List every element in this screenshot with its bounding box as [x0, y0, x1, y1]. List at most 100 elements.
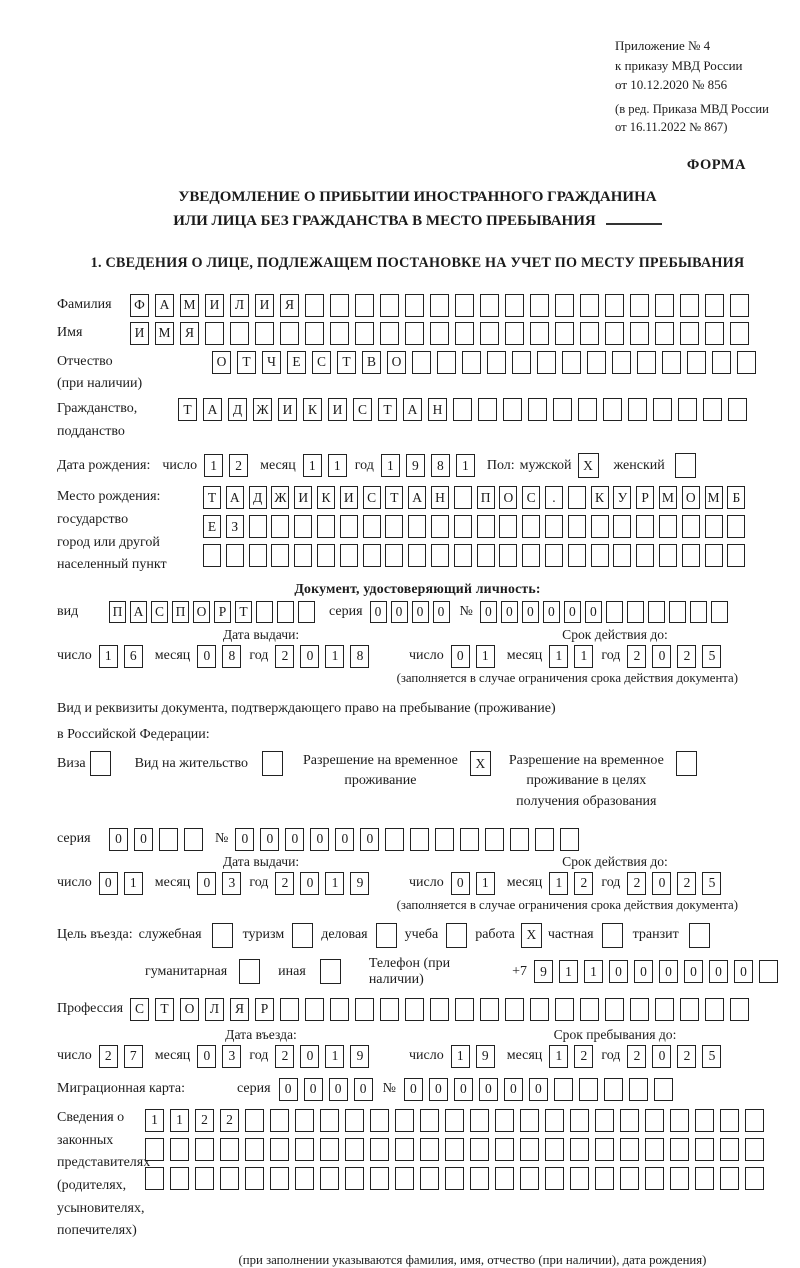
char-box[interactable] [170, 1137, 189, 1161]
char-box[interactable]: И [205, 293, 224, 317]
char-box[interactable] [613, 544, 632, 568]
char-box[interactable] [495, 1108, 514, 1132]
char-box[interactable]: Р [255, 997, 274, 1021]
char-box[interactable] [446, 922, 468, 948]
char-box[interactable] [544, 544, 563, 568]
char-box[interactable] [405, 997, 424, 1021]
char-box[interactable]: Я [280, 293, 299, 317]
char-box[interactable]: 1 [574, 644, 594, 668]
char-box[interactable]: 0 [563, 601, 581, 624]
char-box[interactable]: И [130, 321, 149, 345]
char-box[interactable] [503, 398, 522, 422]
char-box[interactable] [687, 350, 706, 374]
char-box[interactable]: X [469, 751, 491, 777]
char-box[interactable] [420, 1166, 439, 1190]
char-box[interactable] [603, 1077, 623, 1101]
char-box[interactable]: И [278, 398, 297, 422]
char-box[interactable]: 2 [275, 1044, 295, 1068]
char-box[interactable] [330, 293, 349, 317]
char-box[interactable]: 0 [328, 1077, 348, 1101]
char-box[interactable] [710, 601, 728, 624]
char-box[interactable]: С [130, 997, 149, 1021]
char-box[interactable] [590, 515, 609, 539]
char-box[interactable]: 1 [327, 454, 347, 478]
char-box[interactable] [480, 293, 499, 317]
char-box[interactable]: Ж [253, 398, 272, 422]
char-box[interactable]: Б [727, 486, 746, 510]
char-box[interactable]: 2 [98, 1044, 118, 1068]
char-box[interactable] [385, 544, 404, 568]
char-box[interactable]: П [476, 486, 495, 510]
char-box[interactable] [455, 293, 474, 317]
char-box[interactable]: 0 [300, 644, 320, 668]
char-box[interactable]: 2 [229, 454, 249, 478]
char-box[interactable] [362, 515, 381, 539]
char-box[interactable]: 2 [677, 644, 697, 668]
char-box[interactable] [681, 544, 700, 568]
char-box[interactable]: 2 [627, 871, 647, 895]
char-box[interactable]: Т [237, 350, 256, 374]
char-box[interactable] [370, 1166, 389, 1190]
char-box[interactable] [647, 601, 665, 624]
char-box[interactable] [408, 515, 427, 539]
char-box[interactable] [455, 321, 474, 345]
char-box[interactable] [668, 601, 686, 624]
char-box[interactable] [319, 959, 341, 985]
char-box[interactable] [195, 1166, 214, 1190]
char-box[interactable] [430, 515, 449, 539]
char-box[interactable]: 8 [350, 644, 370, 668]
char-box[interactable] [580, 293, 599, 317]
char-box[interactable]: О [193, 601, 210, 624]
char-box[interactable]: А [203, 398, 222, 422]
char-box[interactable]: О [681, 486, 700, 510]
char-box[interactable] [445, 1137, 464, 1161]
char-box[interactable]: 0 [684, 960, 703, 984]
char-box[interactable] [595, 1108, 614, 1132]
char-box[interactable] [745, 1137, 764, 1161]
char-box[interactable] [720, 1137, 739, 1161]
char-box[interactable] [453, 486, 472, 510]
char-box[interactable] [316, 544, 335, 568]
char-box[interactable]: 0 [450, 644, 470, 668]
char-box[interactable]: 1 [450, 1044, 470, 1068]
char-box[interactable] [645, 1137, 664, 1161]
char-box[interactable] [270, 1166, 289, 1190]
char-box[interactable] [270, 1137, 289, 1161]
char-box[interactable]: 0 [134, 827, 153, 851]
char-box[interactable]: Л [230, 293, 249, 317]
char-box[interactable] [620, 1166, 639, 1190]
char-box[interactable] [462, 350, 481, 374]
char-box[interactable]: 0 [369, 601, 387, 624]
char-box[interactable]: X [520, 922, 542, 948]
char-box[interactable] [280, 321, 299, 345]
char-box[interactable]: А [225, 486, 244, 510]
char-box[interactable]: 9 [475, 1044, 495, 1068]
char-box[interactable]: С [151, 601, 168, 624]
char-box[interactable]: 0 [528, 1077, 548, 1101]
char-box[interactable] [605, 321, 624, 345]
char-box[interactable] [678, 398, 697, 422]
char-box[interactable]: 0 [360, 827, 380, 851]
char-box[interactable] [355, 321, 374, 345]
char-box[interactable]: 0 [197, 871, 217, 895]
char-box[interactable] [681, 515, 700, 539]
char-box[interactable] [487, 350, 506, 374]
char-box[interactable] [653, 398, 672, 422]
char-box[interactable] [570, 1137, 589, 1161]
char-box[interactable] [355, 293, 374, 317]
char-box[interactable]: К [303, 398, 322, 422]
char-box[interactable] [605, 293, 624, 317]
char-box[interactable] [670, 1137, 689, 1161]
char-box[interactable] [220, 1166, 239, 1190]
char-box[interactable]: 1 [549, 1044, 569, 1068]
char-box[interactable]: 2 [275, 871, 295, 895]
char-box[interactable] [612, 350, 631, 374]
char-box[interactable] [704, 515, 723, 539]
char-box[interactable] [545, 1166, 564, 1190]
char-box[interactable] [145, 1137, 164, 1161]
char-box[interactable]: 0 [300, 871, 320, 895]
char-box[interactable] [410, 827, 430, 851]
char-box[interactable] [680, 293, 699, 317]
char-box[interactable] [380, 997, 399, 1021]
char-box[interactable] [239, 959, 261, 985]
